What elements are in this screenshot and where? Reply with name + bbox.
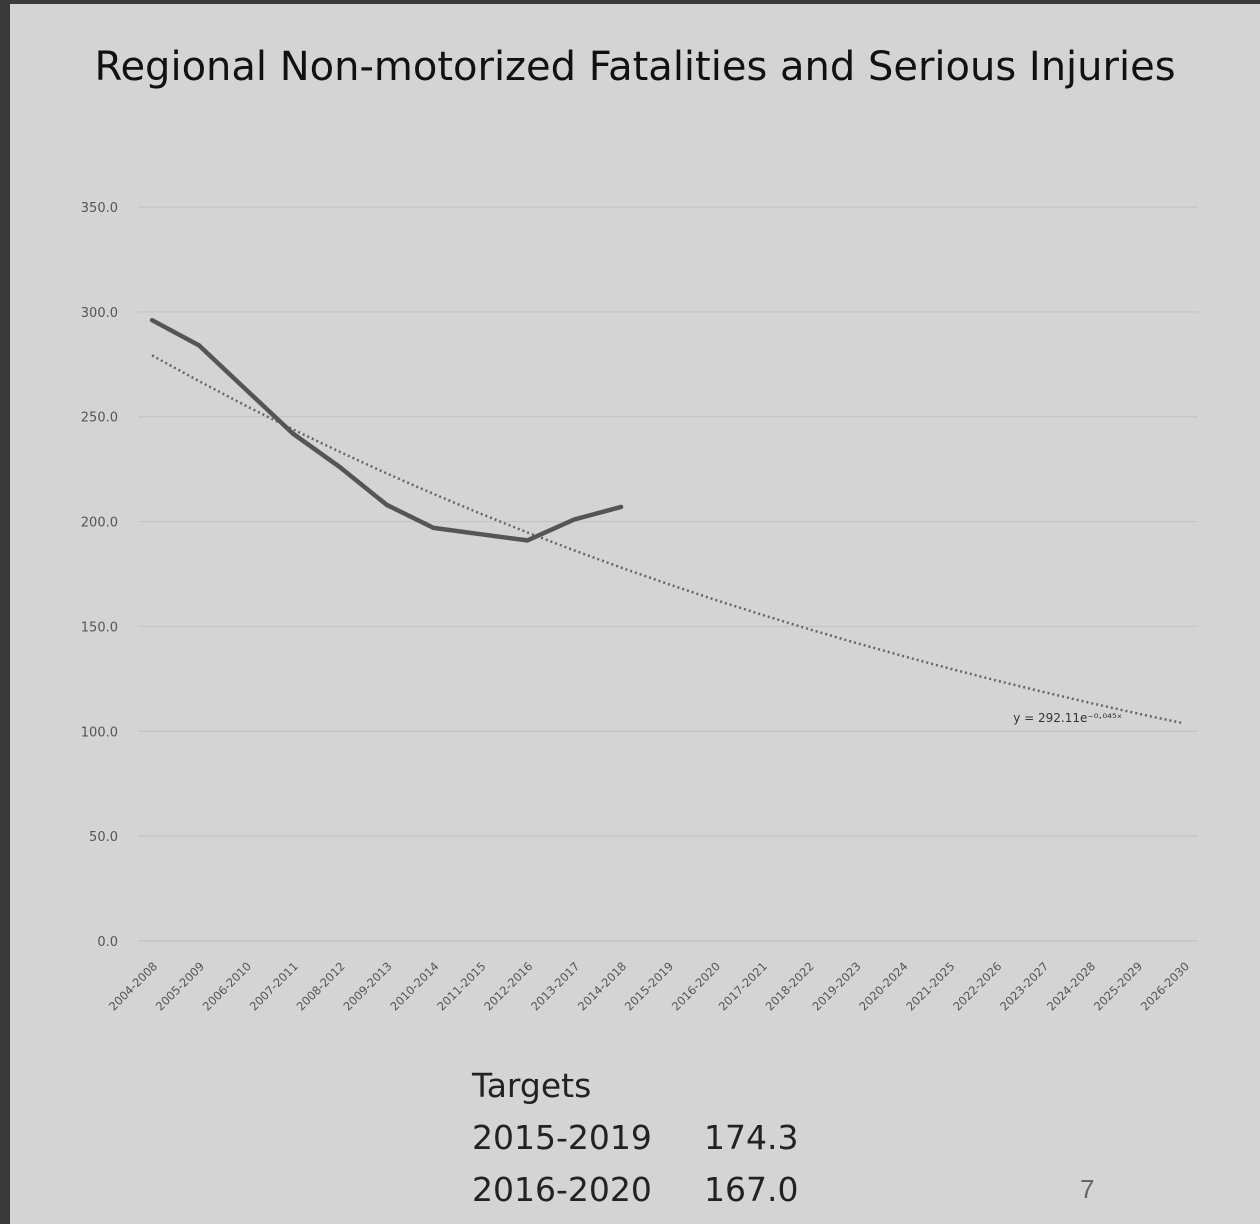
x-tick-label: 2019-2023 (810, 959, 864, 1013)
x-tick-label: 2006-2010 (200, 959, 254, 1013)
x-tick-label: 2011-2015 (434, 959, 488, 1013)
line-chart: 0.0 50.0 100.0 150.0 200.0 250.0 300.0 350.0 20… (81, 201, 1198, 1013)
x-tick-label: 2025-2029 (1091, 959, 1145, 1013)
x-axis-ticks: 2004-20082005-20092006-20102007-20112008… (106, 959, 1192, 1013)
slide: Regional Non-motorized Fatalities and Se… (10, 4, 1260, 1224)
y-axis-ticks: 0.0 50.0 100.0 150.0 200.0 250.0 300.0 350.0 (81, 201, 118, 950)
x-tick-label: 2026-2030 (1138, 959, 1192, 1013)
x-tick-label: 2012-2016 (481, 959, 535, 1013)
targets-table: Targets 2015-2019 174.3 2016-2020 167.0 (472, 1066, 798, 1215)
x-tick-label: 2018-2022 (763, 959, 817, 1013)
x-tick-label: 2022-2026 (950, 959, 1004, 1013)
page-number: 7 (1080, 1174, 1095, 1204)
target-period: 2015-2019 (472, 1117, 652, 1157)
y-tick-label: 300.0 (81, 306, 118, 321)
y-tick-label: 100.0 (81, 725, 118, 740)
x-tick-label: 2020-2024 (856, 959, 910, 1013)
grid-lines (138, 206, 1198, 942)
x-tick-label: 2009-2013 (340, 959, 394, 1013)
x-tick-label: 2015-2019 (622, 959, 676, 1013)
y-tick-label: 250.0 (81, 411, 118, 426)
target-period: 2016-2020 (472, 1169, 652, 1209)
target-value: 174.3 (704, 1117, 799, 1157)
x-tick-label: 2016-2020 (669, 959, 723, 1013)
x-tick-label: 2005-2009 (153, 959, 207, 1013)
x-tick-label: 2013-2017 (528, 959, 582, 1013)
slide-title: Regional Non-motorized Fatalities and Se… (94, 44, 1176, 90)
targets-row: 2016-2020 167.0 (472, 1163, 798, 1215)
targets-heading: Targets (472, 1066, 592, 1105)
trendline (151, 354, 1185, 725)
y-tick-label: 50.0 (89, 830, 118, 845)
series-line (149, 317, 624, 543)
y-tick-label: 150.0 (81, 620, 118, 635)
x-tick-label: 2004-2008 (106, 959, 160, 1013)
x-tick-label: 2024-2028 (1044, 959, 1098, 1013)
y-tick-label: 350.0 (81, 201, 118, 216)
x-tick-label: 2008-2012 (294, 959, 348, 1013)
x-tick-label: 2007-2011 (247, 959, 301, 1013)
target-value: 167.0 (704, 1169, 799, 1209)
x-tick-label: 2021-2025 (903, 959, 957, 1013)
targets-row: 2015-2019 174.3 (472, 1111, 798, 1163)
y-tick-label: 0.0 (97, 935, 118, 950)
x-tick-label: 2017-2021 (716, 959, 770, 1013)
trendline-equation: y = 292.11e⁻⁰·⁰⁴⁵ˣ (1013, 711, 1122, 725)
x-tick-label: 2014-2018 (575, 959, 629, 1013)
x-tick-label: 2010-2014 (387, 959, 441, 1013)
x-tick-label: 2023-2027 (997, 959, 1051, 1013)
y-tick-label: 200.0 (81, 516, 118, 531)
